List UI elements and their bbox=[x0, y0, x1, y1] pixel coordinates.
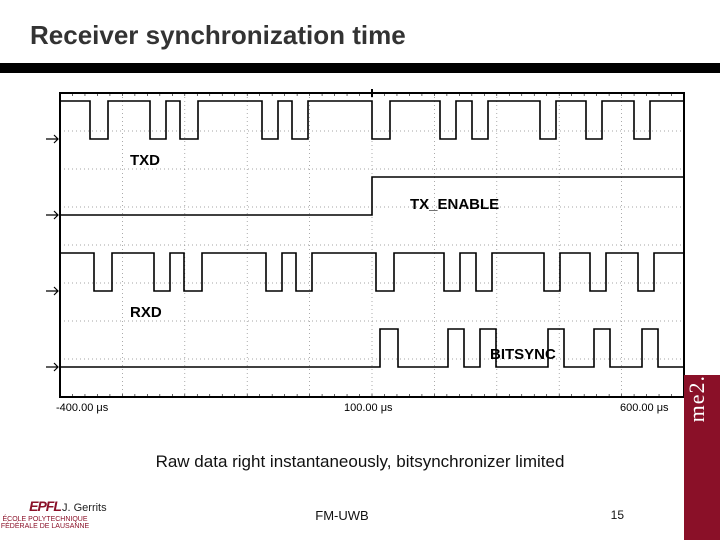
epfl-logo: EPFL ÉCOLE POLYTECHNIQUE FÉDÉRALE DE LAU… bbox=[0, 494, 90, 536]
title-divider bbox=[0, 63, 720, 73]
oscilloscope-plot: TXD TX_ENABLE RXD BITSYNC -400.00 μs 100.00 μ… bbox=[30, 87, 690, 422]
svg-text:100.00 μs: 100.00 μs bbox=[344, 402, 393, 414]
page-number: 15 bbox=[611, 508, 624, 522]
svg-text:BITSYNC: BITSYNC bbox=[490, 346, 556, 363]
slide-title: Receiver synchronization time bbox=[0, 0, 720, 51]
logo-sub2: FÉDÉRALE DE LAUSANNE bbox=[1, 523, 89, 531]
svg-text:TX_ENABLE: TX_ENABLE bbox=[410, 196, 499, 213]
caption-text: Raw data right instantaneously, bitsynch… bbox=[0, 452, 720, 472]
logo-text: EPFL bbox=[29, 499, 61, 514]
footer-bar: EPFL ÉCOLE POLYTECHNIQUE FÉDÉRALE DE LAU… bbox=[0, 494, 684, 536]
footer-center: FM-UWB bbox=[315, 508, 368, 523]
side-tab: me2. bbox=[684, 375, 720, 540]
svg-text:RXD: RXD bbox=[130, 304, 162, 321]
svg-text:TXD: TXD bbox=[130, 152, 160, 169]
side-tab-label: me2. bbox=[684, 375, 710, 428]
scope-svg: TXD TX_ENABLE RXD BITSYNC -400.00 μs 100.00 μ… bbox=[30, 87, 690, 422]
svg-text:-400.00 μs: -400.00 μs bbox=[56, 402, 109, 414]
svg-text:600.00 μs: 600.00 μs bbox=[620, 402, 669, 414]
